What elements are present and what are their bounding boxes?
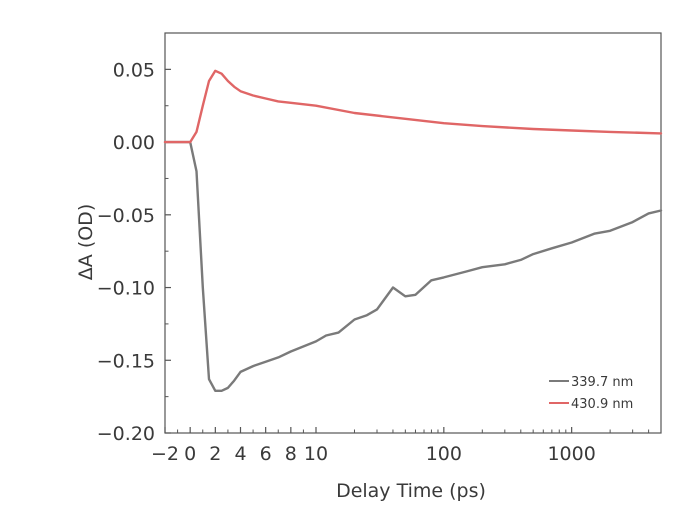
y-tick-label: −0.05 xyxy=(97,205,155,227)
x-axis-title: Delay Time (ps) xyxy=(336,480,486,502)
axis-ticks: 0.05 0.00 −0.05 −0.10 −0.15 −0.20−2 0 2 4 6 8 10 100… xyxy=(97,59,662,465)
x-tick-label: 100 xyxy=(426,443,462,465)
legend-label: 339.7 nm xyxy=(571,375,633,390)
x-tick-label: 10 xyxy=(304,443,328,465)
y-axis-title: ΔA (OD) xyxy=(75,204,97,280)
x-tick-label: 8 xyxy=(285,443,297,465)
x-tick-label: 1000 xyxy=(547,443,595,465)
plot-frame xyxy=(164,32,662,434)
x-tick-label: 0 xyxy=(184,443,196,465)
legend-label: 430.9 nm xyxy=(571,397,633,412)
series-layer xyxy=(163,69,663,392)
legend: 339.7 nm 430.9 nm xyxy=(549,375,633,412)
y-tick-label: 0.00 xyxy=(113,132,155,154)
y-tick-label: −0.10 xyxy=(97,278,155,300)
series-line xyxy=(163,69,663,144)
y-tick-label: −0.15 xyxy=(97,350,155,372)
x-tick-label: 6 xyxy=(260,443,272,465)
x-tick-label: −2 xyxy=(151,443,179,465)
y-tick-label: −0.20 xyxy=(97,423,155,445)
series-line xyxy=(163,140,663,392)
x-tick-label: 2 xyxy=(209,443,221,465)
y-tick-label: 0.05 xyxy=(113,59,155,81)
x-tick-label: 4 xyxy=(234,443,246,465)
